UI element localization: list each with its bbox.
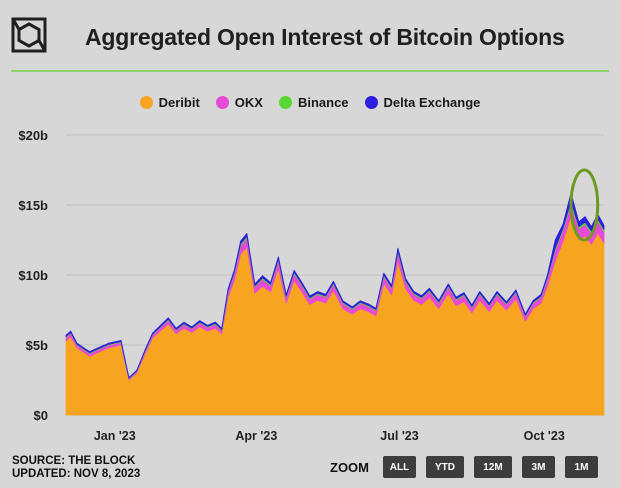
series-area-delta-exchange	[65, 192, 605, 379]
zoom-label: ZOOM	[330, 459, 369, 475]
zoom-1m-button[interactable]: 1M	[565, 456, 598, 478]
zoom-all-button[interactable]: ALL	[383, 456, 416, 478]
legend-label: Binance	[297, 95, 349, 110]
x-tick-label: Jan '23	[94, 429, 136, 443]
legend-label: Delta Exchange	[383, 95, 481, 110]
highlight-ellipse	[569, 168, 600, 242]
zoom-controls: ZOOM ALL YTD 12M 3M 1M	[330, 456, 598, 478]
zoom-12m-button[interactable]: 12M	[474, 456, 512, 478]
zoom-3m-button[interactable]: 3M	[522, 456, 555, 478]
legend-swatch	[364, 96, 378, 109]
legend-item-delta-exchange[interactable]: Delta Exchange	[364, 95, 481, 110]
chart-legend: Deribit OKX Binance Delta Exchange	[0, 95, 620, 110]
legend-item-okx[interactable]: OKX	[215, 95, 263, 110]
y-tick-label: $20b	[18, 128, 48, 143]
cube-icon	[11, 17, 47, 53]
chart-title: Aggregated Open Interest of Bitcoin Opti…	[85, 24, 565, 50]
y-tick-label: $15b	[18, 198, 48, 213]
legend-swatch	[139, 96, 153, 109]
x-tick-label: Jul '23	[380, 429, 418, 443]
zoom-ytd-button[interactable]: YTD	[426, 456, 464, 478]
y-tick-label: $0	[34, 408, 48, 423]
x-tick-label: Oct '23	[524, 429, 565, 443]
legend-swatch	[215, 96, 229, 109]
legend-item-binance[interactable]: Binance	[278, 95, 349, 110]
legend-swatch	[278, 96, 292, 109]
y-tick-label: $5b	[26, 338, 48, 353]
updated-text: UPDATED: NOV 8, 2023	[12, 468, 141, 480]
y-tick-label: $10b	[18, 268, 48, 283]
chart-plot: $0 $5b $10b $15b $20b Jan '23 Apr '23 Jul '23 Oc…	[18, 128, 605, 443]
header-divider	[11, 70, 609, 72]
legend-item-deribit[interactable]: Deribit	[139, 95, 200, 110]
legend-label: Deribit	[158, 95, 200, 110]
legend-label: OKX	[234, 95, 263, 110]
x-tick-label: Apr '23	[235, 429, 277, 443]
source-text: SOURCE: THE BLOCK	[12, 455, 136, 467]
chart-header: Aggregated Open Interest of Bitcoin Opti…	[0, 0, 620, 72]
chart-footer: SOURCE: THE BLOCK UPDATED: NOV 8, 2023	[12, 455, 140, 481]
